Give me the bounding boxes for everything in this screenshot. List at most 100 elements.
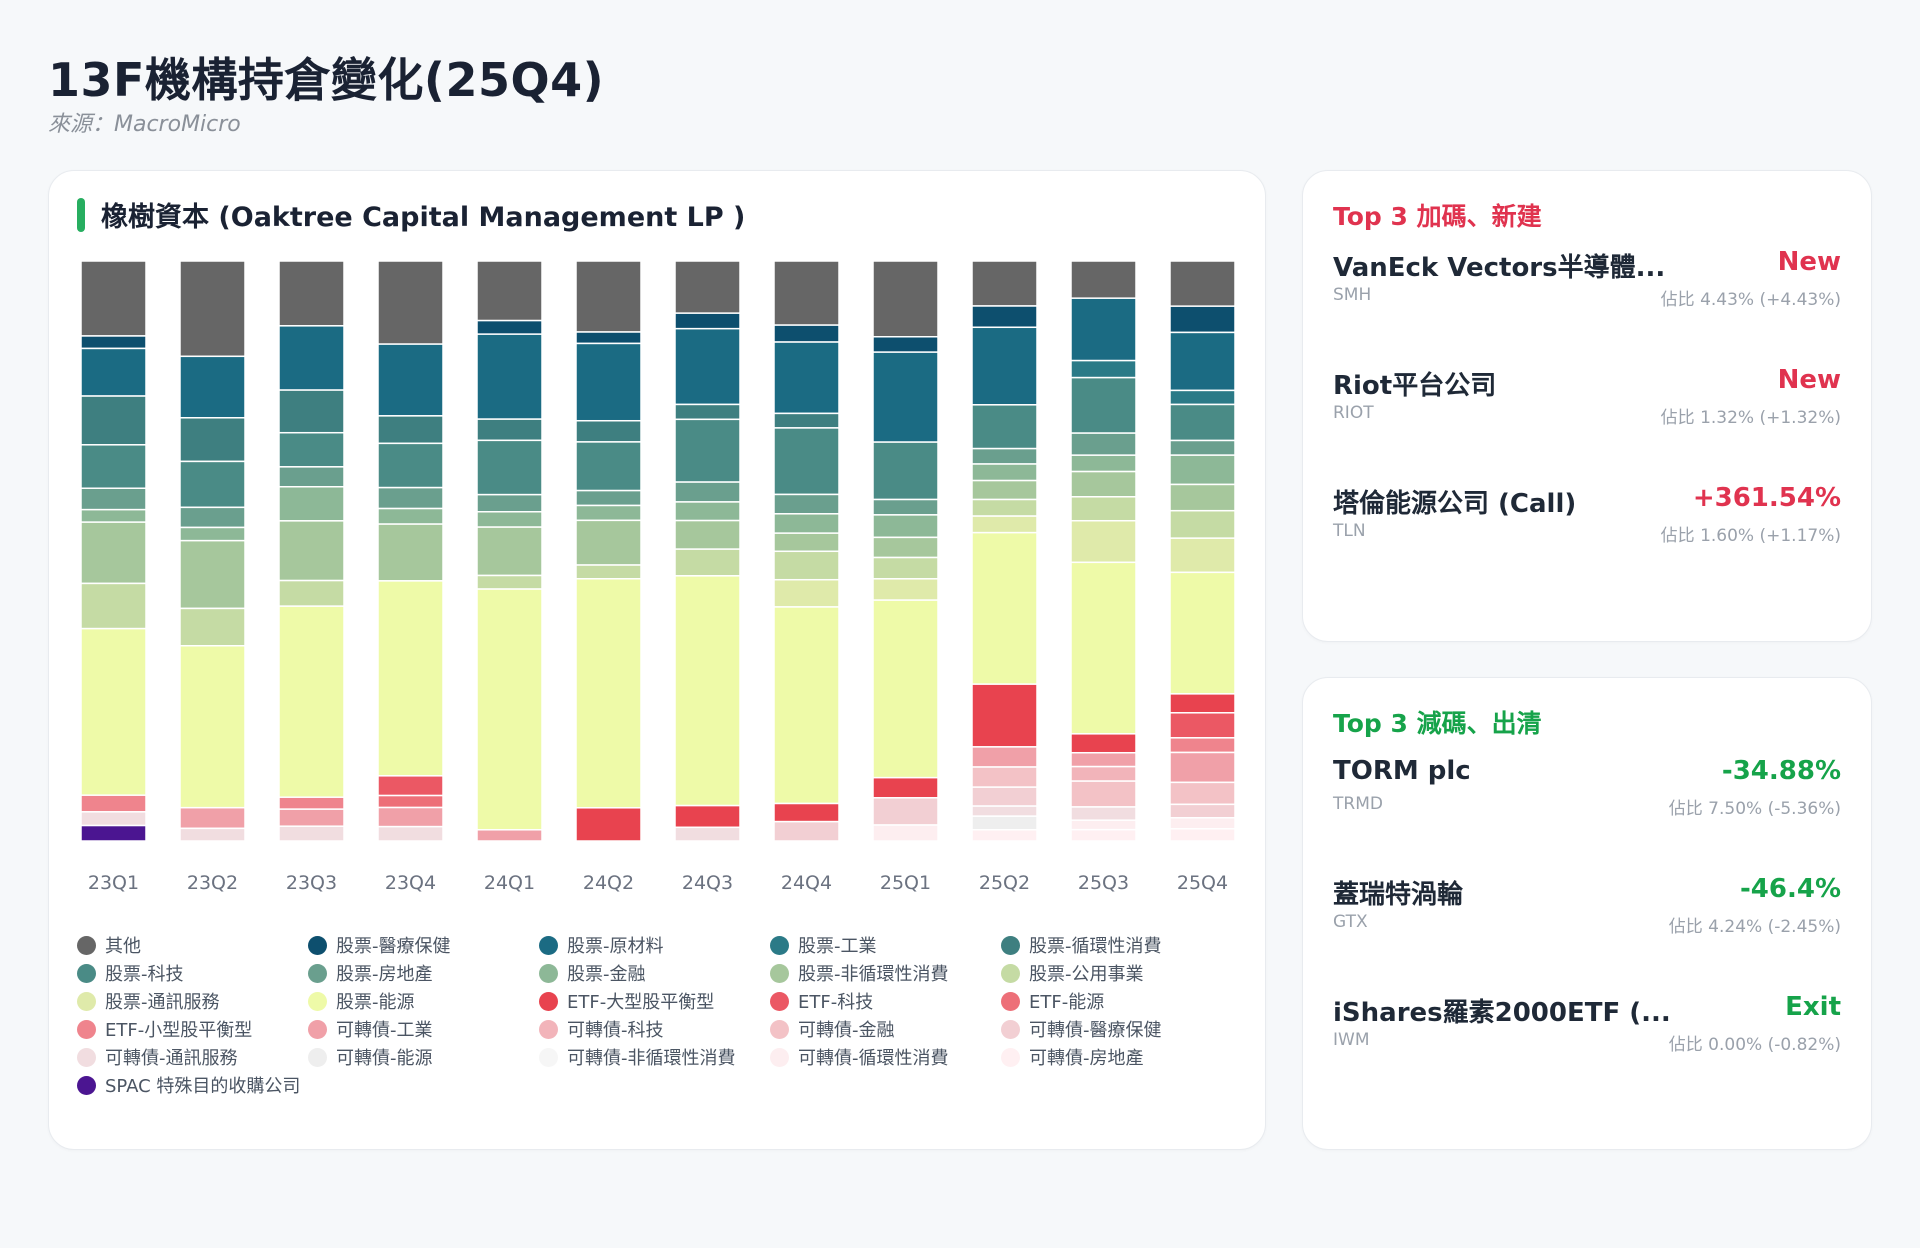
bar-segment[interactable] xyxy=(1070,819,1137,831)
bar-segment[interactable] xyxy=(1169,403,1236,442)
bar-segment[interactable] xyxy=(377,415,444,445)
bar-segment[interactable] xyxy=(377,486,444,510)
bar-segment[interactable] xyxy=(1070,519,1137,564)
bar-segment[interactable] xyxy=(674,826,741,842)
bar-segment[interactable] xyxy=(80,508,147,523)
bar-segment[interactable] xyxy=(971,479,1038,501)
bar-segment[interactable] xyxy=(278,520,345,582)
increase-entry[interactable]: Riot平台公司 New RIOT 佔比 1.32% (+1.32%) xyxy=(1333,365,1841,445)
bar-segment[interactable] xyxy=(278,466,345,488)
legend-item[interactable]: 可轉債-非循環性消費 xyxy=(539,1045,770,1069)
bar-segment[interactable] xyxy=(476,588,543,831)
bar-segment[interactable] xyxy=(773,412,840,429)
bar-segment[interactable] xyxy=(971,305,1038,329)
legend-item[interactable]: 股票-科技 xyxy=(77,961,308,985)
bar-segment[interactable] xyxy=(476,574,543,590)
decrease-entry[interactable]: TORM plc -34.88% TRMD 佔比 7.50% (-5.36%) xyxy=(1333,756,1841,836)
bar-segment[interactable] xyxy=(1169,751,1236,784)
legend-item[interactable]: 股票-能源 xyxy=(308,989,539,1013)
bar-segment[interactable] xyxy=(971,531,1038,685)
bar-segment[interactable] xyxy=(377,775,444,797)
bar-segment[interactable] xyxy=(179,260,246,358)
bar-segment[interactable] xyxy=(773,324,840,343)
bar-segment[interactable] xyxy=(80,627,147,796)
bar-segment[interactable] xyxy=(872,498,939,516)
bar-segment[interactable] xyxy=(278,808,345,827)
bar-segment[interactable] xyxy=(179,355,246,419)
bar-segment[interactable] xyxy=(1169,828,1236,842)
bar-segment[interactable] xyxy=(575,331,642,345)
bar-segment[interactable] xyxy=(674,260,741,314)
legend-item[interactable]: 可轉債-通訊服務 xyxy=(77,1045,308,1069)
bar-segment[interactable] xyxy=(1070,751,1137,768)
bar-segment[interactable] xyxy=(773,578,840,608)
bar-segment[interactable] xyxy=(872,260,939,338)
bar-segment[interactable] xyxy=(80,582,147,630)
bar-segment[interactable] xyxy=(971,447,1038,465)
legend-item[interactable]: 可轉債-工業 xyxy=(308,1017,539,1041)
bar-segment[interactable] xyxy=(575,807,642,842)
bar-segment[interactable] xyxy=(179,460,246,509)
bar-segment[interactable] xyxy=(872,441,939,501)
bar-segment[interactable] xyxy=(80,260,147,337)
bar-segment[interactable] xyxy=(179,539,246,610)
bar-segment[interactable] xyxy=(575,489,642,507)
bar-segment[interactable] xyxy=(377,507,444,525)
bar-segment[interactable] xyxy=(1070,828,1137,842)
legend-item[interactable]: SPAC 特殊目的收購公司 xyxy=(77,1073,308,1097)
bar-segment[interactable] xyxy=(377,260,444,345)
bar-segment[interactable] xyxy=(278,796,345,810)
bar-segment[interactable] xyxy=(1070,733,1137,754)
bar-segment[interactable] xyxy=(872,578,939,601)
bar-segment[interactable] xyxy=(278,605,345,798)
bar-segment[interactable] xyxy=(377,442,444,489)
bar-segment[interactable] xyxy=(773,802,840,823)
legend-item[interactable]: ETF-科技 xyxy=(770,989,1001,1013)
bar-segment[interactable] xyxy=(1070,376,1137,434)
bar-segment[interactable] xyxy=(377,343,444,417)
bar-segment[interactable] xyxy=(575,504,642,522)
bar-segment[interactable] xyxy=(1070,260,1137,299)
bar-segment[interactable] xyxy=(80,487,147,511)
decrease-entry[interactable]: iShares羅素2000ETF (... Exit IWM 佔比 0.00% … xyxy=(1333,992,1841,1072)
legend-item[interactable]: 股票-循環性消費 xyxy=(1001,933,1232,957)
bar-segment[interactable] xyxy=(278,325,345,391)
bar-segment[interactable] xyxy=(476,526,543,577)
bar-segment[interactable] xyxy=(773,341,840,415)
bar-segment[interactable] xyxy=(674,519,741,550)
bar-segment[interactable] xyxy=(674,327,741,406)
bar-segment[interactable] xyxy=(575,260,642,333)
bar-segment[interactable] xyxy=(1070,496,1137,522)
bar-segment[interactable] xyxy=(1169,803,1236,819)
bar-segment[interactable] xyxy=(476,439,543,496)
bar-segment[interactable] xyxy=(278,260,345,327)
bar-segment[interactable] xyxy=(575,564,642,580)
bar-segment[interactable] xyxy=(377,523,444,582)
bar-segment[interactable] xyxy=(971,815,1038,831)
bar-segment[interactable] xyxy=(1169,712,1236,739)
bar-segment[interactable] xyxy=(575,419,642,443)
bar-segment[interactable] xyxy=(575,342,642,422)
bar-segment[interactable] xyxy=(971,326,1038,406)
bar-segment[interactable] xyxy=(1169,331,1236,392)
bar-segment[interactable] xyxy=(377,580,444,777)
bar-segment[interactable] xyxy=(773,260,840,326)
legend-item[interactable]: 股票-通訊服務 xyxy=(77,989,308,1013)
bar-segment[interactable] xyxy=(377,806,444,828)
legend-item[interactable]: ETF-小型股平衡型 xyxy=(77,1017,308,1041)
bar-segment[interactable] xyxy=(476,260,543,322)
bar-segment[interactable] xyxy=(476,511,543,528)
bar-segment[interactable] xyxy=(674,501,741,522)
bar-segment[interactable] xyxy=(1169,260,1236,307)
bar-segment[interactable] xyxy=(674,418,741,483)
bar-segment[interactable] xyxy=(278,485,345,522)
legend-item[interactable]: 股票-公用事業 xyxy=(1001,961,1232,985)
bar-segment[interactable] xyxy=(179,417,246,463)
bar-segment[interactable] xyxy=(179,827,246,842)
bar-segment[interactable] xyxy=(1169,537,1236,574)
bar-segment[interactable] xyxy=(971,683,1038,748)
bar-segment[interactable] xyxy=(872,514,939,539)
legend-item[interactable]: 可轉債-能源 xyxy=(308,1045,539,1069)
bar-segment[interactable] xyxy=(773,493,840,515)
bar-segment[interactable] xyxy=(674,312,741,330)
